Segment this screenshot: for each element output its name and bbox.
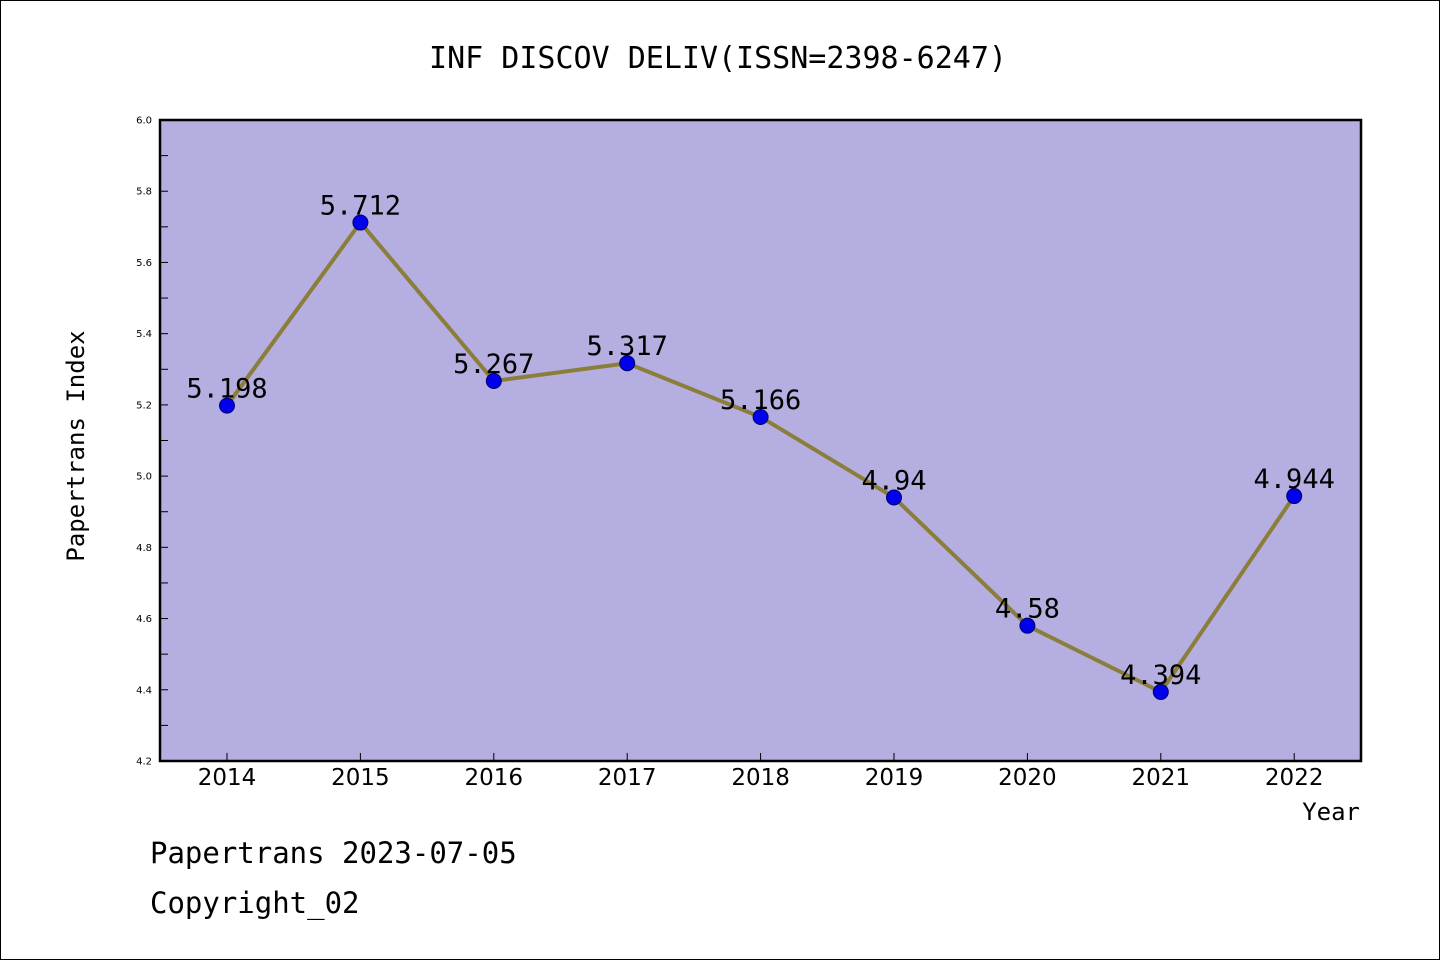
data-label: 4.58 (995, 594, 1060, 625)
x-tick-label: 2020 (998, 765, 1057, 791)
y-tick-label: 5.0 (136, 472, 152, 483)
series-line: 5.198 5.712 5.267 5.317 5.166 4.94 4.58 4.394 4.… (186, 191, 1335, 700)
chart-title: INF DISCOV DELIV(ISSN=2398-6247) (429, 41, 1007, 76)
y-tick-label: 5.2 (136, 400, 152, 411)
x-tick-label: 2019 (865, 765, 924, 791)
data-point (752, 408, 769, 425)
y-axis: 4.2 4.4 4.6 4.8 5.0 5.2 5.4 5.6 5.8 6.0 (136, 116, 168, 768)
data-label: 5.317 (587, 331, 668, 362)
data-point (1019, 617, 1036, 634)
y-tick-label: 6.0 (136, 116, 152, 127)
y-tick-label: 4.6 (136, 614, 152, 625)
footer-copyright: Copyright_02 (150, 886, 360, 920)
x-tick-label: 2017 (598, 765, 657, 791)
y-tick-label: 4.2 (136, 757, 152, 768)
footer-date: Papertrans 2023-07-05 (150, 836, 517, 870)
x-tick-label: 2018 (731, 765, 790, 791)
data-point (352, 214, 369, 231)
data-label: 5.198 (186, 374, 267, 405)
data-label: 5.712 (320, 191, 401, 222)
data-point (1286, 488, 1303, 505)
data-point (619, 355, 636, 372)
x-tick-label: 2016 (465, 765, 524, 791)
y-tick-label: 5.8 (136, 187, 152, 198)
data-point (219, 397, 235, 414)
y-tick-label: 4.4 (136, 685, 152, 696)
x-tick-label: 2021 (1132, 765, 1191, 791)
data-label: 4.94 (861, 465, 926, 496)
data-label: 5.267 (453, 349, 534, 380)
data-label: 4.394 (1120, 660, 1201, 691)
x-tick-label: 2015 (331, 765, 390, 791)
x-tick-label: 2014 (198, 765, 257, 791)
y-tick-label: 4.8 (136, 543, 152, 554)
y-tick-label: 5.4 (136, 329, 152, 340)
data-point (886, 489, 902, 506)
data-point (485, 373, 502, 390)
data-label: 5.166 (720, 385, 801, 416)
data-label: 4.944 (1254, 464, 1335, 495)
x-axis: 2014 2015 2016 2017 2018 2019 2020 2021 2022 (198, 753, 1324, 791)
x-tick-label: 2022 (1265, 765, 1324, 791)
x-axis-label: Year (1302, 798, 1360, 826)
data-point (1152, 683, 1169, 700)
y-axis-label: Papertrans Index (62, 330, 90, 561)
y-tick-label: 5.6 (136, 258, 152, 269)
